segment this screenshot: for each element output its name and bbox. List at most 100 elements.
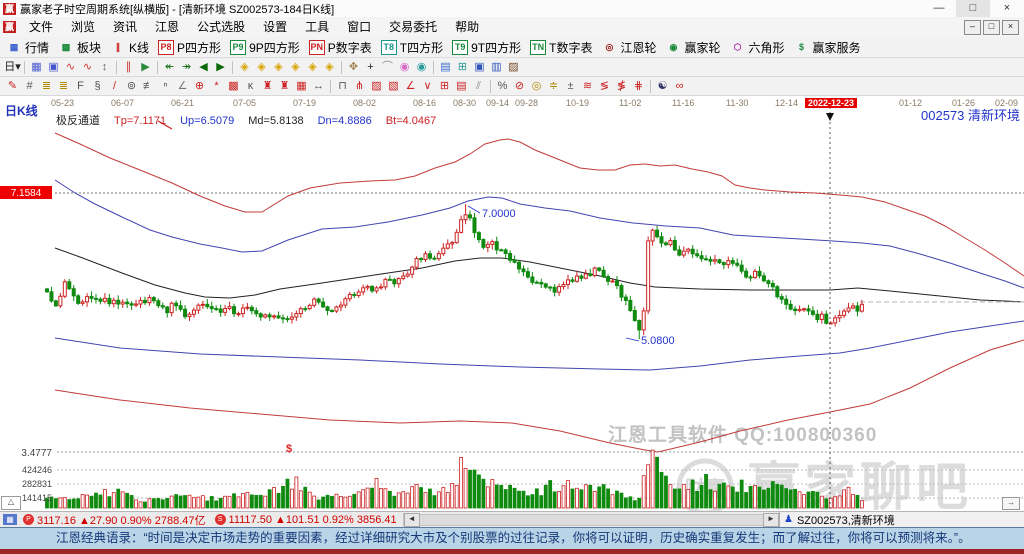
menu-item-6[interactable]: 工具 xyxy=(305,20,330,34)
quote-grid-icon[interactable]: ▦ xyxy=(3,514,17,525)
menu-item-8[interactable]: 交易委托 xyxy=(389,20,438,34)
wave-red-icon[interactable]: ∿ xyxy=(65,60,76,73)
fib-red-icon[interactable]: ≶ xyxy=(599,79,610,92)
ladder-red-icon[interactable]: ≸ xyxy=(616,79,627,92)
pct-circle-icon[interactable]: ⊘ xyxy=(514,79,525,92)
crosshair-tool-icon[interactable]: + xyxy=(367,60,374,73)
period-day-dropdown[interactable]: 日▾ xyxy=(4,60,21,73)
tally-icon[interactable]: ≢ xyxy=(143,79,154,92)
bands-red-icon[interactable]: ⋕ xyxy=(633,79,644,92)
wave2-red-icon[interactable]: ∿ xyxy=(82,60,93,73)
brush-red-icon[interactable]: / xyxy=(112,79,117,92)
grid-red-icon[interactable]: ⊞ xyxy=(439,79,450,92)
scroll-right-arrow[interactable]: ► xyxy=(763,512,779,527)
menu-item-9[interactable]: 帮助 xyxy=(455,20,480,34)
chart-area[interactable]: 江恩工具软件 QQ:100800360财赢赢家聊吧7.15843.4777424… xyxy=(0,96,1024,511)
width-icon[interactable]: ↔ xyxy=(313,79,324,92)
arc-tool-icon[interactable]: § xyxy=(94,79,101,92)
grid-lines-icon[interactable]: # xyxy=(26,79,33,92)
menu-item-4[interactable]: 公式选股 xyxy=(197,20,246,34)
menu-item-7[interactable]: 窗口 xyxy=(347,20,372,34)
scale-dropdown-icon[interactable]: ↕ xyxy=(101,60,108,73)
gann-diamond-4-icon[interactable]: ◈ xyxy=(291,60,300,73)
vee-red-icon[interactable]: ∨ xyxy=(423,79,432,92)
gann-diamond-6-icon[interactable]: ◈ xyxy=(325,60,334,73)
toolbar-winner-service-button[interactable]: $ 赢家服务 xyxy=(794,39,861,56)
menu-item-3[interactable]: 江恩 xyxy=(155,20,180,34)
scroll-left-arrow[interactable]: ◄ xyxy=(403,512,420,527)
shade-box-icon[interactable]: ▨ xyxy=(371,79,382,92)
next-bar-icon[interactable]: ▶ xyxy=(216,60,225,73)
shade-box2-icon[interactable]: ▧ xyxy=(388,79,399,92)
menu-item-5[interactable]: 设置 xyxy=(263,20,288,34)
steps-red-icon[interactable]: ≋ xyxy=(582,79,593,92)
ruler2-gold-icon[interactable]: ≣ xyxy=(58,79,69,92)
box-grid-red-icon[interactable]: ▩ xyxy=(228,79,239,92)
dual-k-icon[interactable]: ∥ xyxy=(125,60,132,73)
rows-red-icon[interactable]: ▤ xyxy=(456,79,467,92)
menu-item-0[interactable]: 文件 xyxy=(29,20,54,34)
tower2-red-icon[interactable]: ♜ xyxy=(279,79,290,92)
menu-item-2[interactable]: 资讯 xyxy=(113,20,138,34)
chart-panel-icon[interactable]: ▣ xyxy=(48,60,59,73)
calendar-icon[interactable]: ▤ xyxy=(440,60,451,73)
gold-coin-icon[interactable]: ◎ xyxy=(531,79,542,92)
mdi-restore-button[interactable]: □ xyxy=(983,19,1000,35)
fan-red-icon[interactable]: ⋔ xyxy=(354,79,365,92)
f-ruler-icon[interactable]: F xyxy=(77,79,84,92)
first-bar-icon[interactable]: ↞ xyxy=(164,60,175,73)
menu-item-1[interactable]: 浏览 xyxy=(71,20,96,34)
minimize-button[interactable]: — xyxy=(933,2,945,14)
toolbar-p-table-button[interactable]: PN P数字表 xyxy=(308,39,372,56)
star-red-icon[interactable]: * xyxy=(214,79,219,92)
play-flag-icon[interactable]: ▶ xyxy=(141,60,150,73)
toolbar-t-square-button[interactable]: T8 T四方形 xyxy=(380,39,443,56)
expand-pane-button[interactable]: △ xyxy=(1,496,21,510)
toolbar-gann-wheel-button[interactable]: ◎ 江恩轮 xyxy=(601,39,657,56)
gann-diamond-5-icon[interactable]: ◈ xyxy=(308,60,317,73)
hand-tool-icon[interactable]: ✥ xyxy=(348,60,359,73)
angle-a-icon[interactable]: ∠ xyxy=(177,79,188,92)
toolbar-quotes-button[interactable]: ▦ 行情 xyxy=(6,39,49,56)
toolbar-9p-square-button[interactable]: P9 9P四方形 xyxy=(230,39,300,56)
toolbar-t-table-button[interactable]: TN T数字表 xyxy=(530,39,592,56)
ruler-gold-icon[interactable]: ≣ xyxy=(41,79,52,92)
ratio-icon[interactable]: ± xyxy=(567,79,574,92)
gann-diamond-3-icon[interactable]: ◈ xyxy=(274,60,283,73)
toolbar-winner-wheel-button[interactable]: ◉ 赢家轮 xyxy=(665,39,721,56)
circle-teal-icon[interactable]: ◉ xyxy=(416,60,427,73)
tower-red-icon[interactable]: ♜ xyxy=(262,79,273,92)
mdi-close-button[interactable]: × xyxy=(1002,19,1019,35)
truck-icon[interactable]: ▨ xyxy=(508,60,519,73)
protractor-icon[interactable]: ⌒ xyxy=(382,60,393,73)
pen-tool-icon[interactable]: ✎ xyxy=(7,79,18,92)
toolbar-hexagon-button[interactable]: ⬡ 六角形 xyxy=(730,39,785,56)
infinity-icon[interactable]: ∞ xyxy=(675,79,684,92)
toolbar-9t-square-button[interactable]: T9 9T四方形 xyxy=(452,39,521,56)
n2-icon[interactable]: ⁿ xyxy=(163,79,168,92)
slashes-icon[interactable]: ⫽ xyxy=(476,79,481,92)
cycle-circle-icon[interactable]: ⊚ xyxy=(126,79,137,92)
chart-canvas[interactable]: 江恩工具软件 QQ:100800360财赢赢家聊吧7.15843.4777424… xyxy=(0,96,1024,511)
maximize-button[interactable]: □ xyxy=(956,0,990,17)
pct-icon[interactable]: % xyxy=(497,79,508,92)
scroll-track[interactable] xyxy=(419,513,763,526)
matrix-red-icon[interactable]: ▦ xyxy=(296,79,307,92)
toolbar-sectors-button[interactable]: ▩ 板块 xyxy=(58,39,101,56)
calculator-icon[interactable]: ⊞ xyxy=(457,60,468,73)
monitor-icon[interactable]: ▥ xyxy=(491,60,502,73)
gann-diamond-2-icon[interactable]: ◈ xyxy=(257,60,266,73)
mdi-minimize-button[interactable]: – xyxy=(964,19,981,35)
taiji-icon[interactable]: ☯ xyxy=(657,79,668,92)
pillar-icon[interactable]: ⊓ xyxy=(338,79,347,92)
toolbar-p-square-button[interactable]: P8 P四方形 xyxy=(158,39,221,56)
window-layout-icon[interactable]: ▦ xyxy=(31,60,42,73)
last-bar-icon[interactable]: ↠ xyxy=(181,60,192,73)
horizontal-scrollbar[interactable]: ◄ ► xyxy=(402,512,779,527)
k-quote-icon[interactable]: ĸ xyxy=(247,79,254,92)
close-button[interactable]: × xyxy=(1003,2,1011,14)
angle-red-icon[interactable]: ∠ xyxy=(405,79,416,92)
target-red-icon[interactable]: ⊕ xyxy=(194,79,205,92)
chart-corner-button[interactable]: → xyxy=(1002,497,1020,510)
gold-ruler-icon[interactable]: ≑ xyxy=(548,79,559,92)
